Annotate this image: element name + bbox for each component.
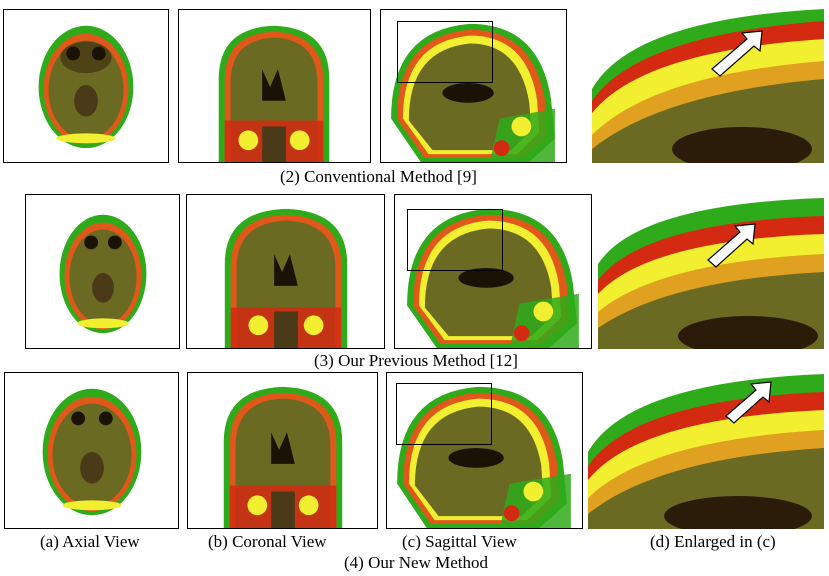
sagittal-slice-image bbox=[391, 23, 555, 162]
enlarged-region-image bbox=[588, 372, 824, 529]
coronal-view-previous bbox=[186, 194, 385, 349]
coronal-view-conventional bbox=[178, 9, 371, 163]
enlarged-view-previous bbox=[598, 194, 824, 349]
sagittal-slice-image bbox=[407, 208, 579, 348]
sagittal-slice-image bbox=[397, 386, 571, 528]
arrow-icon bbox=[725, 381, 772, 424]
column-label-axial: (a) Axial View bbox=[40, 532, 140, 551]
sagittal-view-previous bbox=[394, 194, 592, 349]
enlarged-view-new bbox=[588, 372, 824, 529]
coronal-slice-image bbox=[218, 25, 330, 162]
sagittal-view-new bbox=[386, 372, 583, 529]
roi-box bbox=[397, 21, 493, 83]
enlarged-region-image bbox=[598, 194, 824, 349]
coronal-view-new bbox=[187, 372, 378, 529]
coronal-slice-image bbox=[224, 208, 348, 348]
axial-view-conventional bbox=[3, 9, 169, 163]
sagittal-view-conventional bbox=[380, 9, 567, 163]
enlarged-view-conventional bbox=[592, 9, 824, 163]
arrow-icon bbox=[707, 223, 756, 268]
coronal-slice-image bbox=[223, 386, 343, 528]
axial-slice-image bbox=[38, 25, 134, 149]
roi-box bbox=[407, 209, 503, 271]
column-label-enlarged: (d) Enlarged in (c) bbox=[650, 532, 776, 551]
axial-view-previous bbox=[25, 194, 180, 349]
axial-slice-image bbox=[59, 214, 147, 334]
axial-view-new bbox=[4, 372, 179, 529]
enlarged-region-image bbox=[592, 9, 824, 163]
roi-box bbox=[396, 383, 492, 445]
row-caption-previous: (3) Our Previous Method [12] bbox=[314, 351, 518, 370]
row-caption-new: (4) Our New Method bbox=[344, 553, 488, 572]
column-label-sagittal: (c) Sagittal View bbox=[402, 532, 517, 551]
arrow-icon bbox=[711, 30, 763, 77]
axial-slice-image bbox=[42, 388, 142, 516]
column-label-coronal: (b) Coronal View bbox=[208, 532, 327, 551]
row-caption-conventional: (2) Conventional Method [9] bbox=[280, 167, 477, 186]
